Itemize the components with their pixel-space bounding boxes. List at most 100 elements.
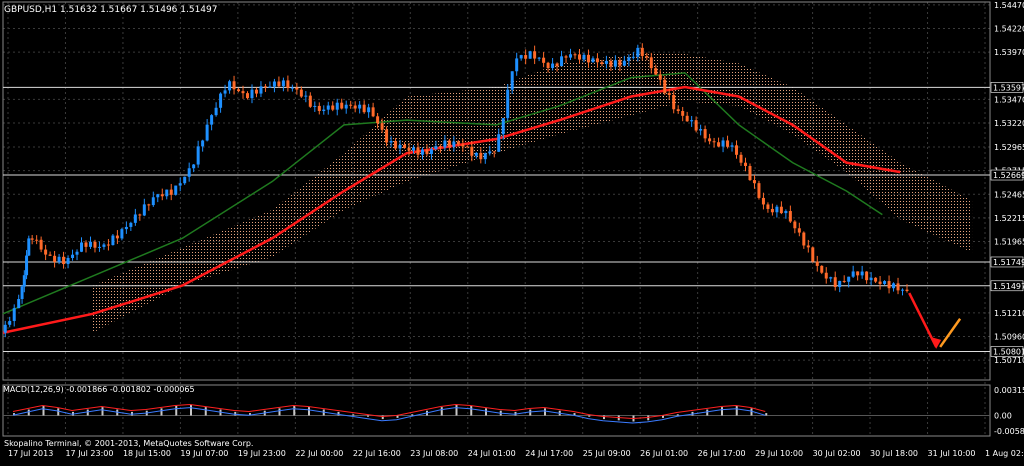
candle-body <box>627 57 631 61</box>
arrow-head <box>930 336 942 349</box>
macd-y-tick: 0.00 <box>994 412 1012 421</box>
x-tick-label: 26 Jul 01:00 <box>640 449 688 458</box>
candle-body <box>896 283 900 291</box>
candle-body <box>735 145 739 155</box>
candle-body <box>555 63 559 67</box>
candle-body <box>187 168 191 177</box>
macd-y-tick: 0.00315 <box>994 386 1024 395</box>
ma-slow-line <box>2 85 901 334</box>
candle-body <box>8 320 12 325</box>
y-tick-label: 1.52465 <box>994 190 1024 199</box>
candle-body <box>232 81 236 90</box>
candle-body <box>326 105 330 110</box>
candle-body <box>322 109 326 112</box>
candle-body <box>241 91 245 94</box>
price-label: 1.50801 <box>993 348 1024 357</box>
candle-body <box>394 141 398 149</box>
candle-body <box>35 239 39 241</box>
macd-hist-bar <box>381 415 384 420</box>
macd-hist-bar <box>249 413 251 416</box>
candle-body <box>196 146 200 165</box>
candle-body <box>246 93 250 99</box>
macd-hist-bar <box>735 405 738 416</box>
candle-body <box>385 129 389 143</box>
candle-body <box>690 120 694 122</box>
x-tick-label: 25 Jul 09:00 <box>583 449 631 458</box>
candle-body <box>210 115 214 125</box>
candle-body <box>102 244 106 247</box>
x-tick-label: 22 Jul 00:00 <box>295 449 343 458</box>
x-tick-label: 17 Jul 23:00 <box>65 449 113 458</box>
candle-body <box>708 138 712 142</box>
candle-body <box>403 144 407 149</box>
candle-body <box>151 197 155 206</box>
candle-body <box>878 281 882 284</box>
candle-body <box>631 56 635 58</box>
macd-hist-bar <box>190 404 192 416</box>
macd-hist-bar <box>13 413 15 416</box>
price-label-box <box>990 346 1024 357</box>
macd-hist-bar <box>706 409 709 416</box>
candle-body <box>286 80 290 89</box>
candle-body <box>569 54 573 58</box>
candle-body <box>860 271 864 276</box>
candle-body <box>456 141 460 145</box>
candle-body <box>645 56 649 58</box>
candle-body <box>770 208 774 213</box>
candle-body <box>20 286 24 299</box>
candle-body <box>22 275 26 287</box>
macd-hist-bar <box>470 405 473 416</box>
y-tick-label: 1.50710 <box>994 356 1024 365</box>
candle-body <box>84 242 88 247</box>
macd-hist-bar <box>101 407 104 416</box>
candle-body <box>142 204 146 216</box>
x-tick-label: 23 Jul 08:00 <box>410 449 458 458</box>
candle-body <box>120 229 124 239</box>
y-tick-label: 1.54220 <box>994 24 1024 33</box>
macd-hist-bar <box>440 407 443 416</box>
candle-body <box>560 56 564 67</box>
x-tick-label: 19 Jul 23:00 <box>238 449 286 458</box>
candle-body <box>57 256 61 262</box>
candle-body <box>263 86 267 88</box>
macd-signal-line <box>12 403 766 420</box>
candle-body <box>133 214 137 223</box>
candle-body <box>815 261 819 266</box>
candle-body <box>398 144 402 149</box>
candle-body <box>824 272 828 279</box>
candle-body <box>447 140 451 147</box>
candle-body <box>66 257 70 265</box>
candle-body <box>304 95 308 97</box>
candle-body <box>667 93 671 95</box>
candle-body <box>272 81 276 87</box>
x-tick-label: 19 Jul 07:00 <box>180 449 228 458</box>
candle-body <box>228 81 232 91</box>
candle-body <box>501 118 505 135</box>
candle-body <box>892 283 896 289</box>
macd-hist-bar <box>396 415 399 418</box>
macd-hist-bar <box>234 411 237 416</box>
y-tick-label: 1.52215 <box>994 214 1024 223</box>
candle-body <box>636 47 640 57</box>
candle-body <box>27 238 31 256</box>
candle-body <box>174 185 178 195</box>
candle-body <box>48 254 52 256</box>
candle-body <box>313 105 317 107</box>
y-tick-label: 1.51965 <box>994 238 1024 247</box>
candle-body <box>344 104 348 109</box>
price-label: 1.52669 <box>993 171 1024 180</box>
candle-body <box>757 183 761 198</box>
candle-body <box>685 115 689 122</box>
candle-body <box>340 102 344 109</box>
candle-body <box>25 255 29 276</box>
x-tick-label: 24 Jul 01:00 <box>468 449 516 458</box>
x-tick-label: 22 Jul 16:00 <box>353 449 401 458</box>
candle-body <box>88 241 92 247</box>
candle-body <box>277 81 281 87</box>
candle-body <box>618 60 622 66</box>
candle-body <box>582 54 586 60</box>
candle-body <box>474 152 478 156</box>
candle-body <box>519 55 523 59</box>
candle-body <box>183 176 187 184</box>
